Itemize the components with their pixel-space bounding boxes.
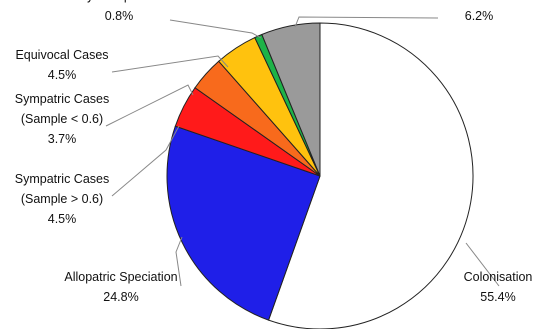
label-colonisation: Colonisation 55.4% — [464, 270, 533, 304]
leader-line-hybrid-species — [169, 19, 262, 39]
slice-value-label: 4.5% — [48, 68, 77, 82]
slice-unknown — [261, 22, 321, 177]
slice-allopatric-speciation — [166, 125, 321, 321]
leader-line-allopatric-speciation — [175, 236, 183, 287]
slice-name-label: Sympatric Cases — [15, 92, 109, 106]
label-sympatric-cases-sample-0-6: Sympatric Cases (Sample > 0.6) 4.5% — [15, 172, 109, 226]
leader-line-colonisation — [465, 242, 500, 287]
slice-name-label: (Sample < 0.6) — [21, 112, 103, 126]
slice-name-label: Unknown — [453, 0, 505, 3]
leader-line-equivocal-cases — [111, 55, 229, 73]
slice-value-label: 55.4% — [480, 290, 515, 304]
slice-name-label: Hybrid species — [78, 0, 160, 3]
label-sympatric-cases-sample-0-6: Sympatric Cases (Sample < 0.6) 3.7% — [15, 92, 109, 146]
leader-line-sympatric-cases-sample-0-6 — [105, 84, 194, 127]
slice-labels: Colonisation 55.4% Allopatric Speciation 24… — [15, 0, 533, 304]
slice-name-label: Equivocal Cases — [15, 48, 108, 62]
slice-value-label: 24.8% — [103, 290, 138, 304]
slice-value-label: 4.5% — [48, 212, 77, 226]
slice-value-label: 6.2% — [465, 9, 494, 23]
pie-slices — [166, 22, 474, 329]
slice-name-label: Sympatric Cases — [15, 172, 109, 186]
label-hybrid-species: Hybrid species 0.8% — [78, 0, 160, 23]
label-unknown: Unknown 6.2% — [453, 0, 505, 23]
label-equivocal-cases: Equivocal Cases 4.5% — [15, 48, 108, 82]
leader-lines — [105, 16, 500, 287]
leader-line-sympatric-cases-sample-0-6 — [111, 125, 180, 197]
slice-name-label: Colonisation — [464, 270, 533, 284]
slice-value-label: 3.7% — [48, 132, 77, 146]
slice-value-label: 0.8% — [105, 9, 134, 23]
slice-name-label: Allopatric Speciation — [64, 270, 177, 284]
slice-colonisation — [267, 22, 474, 329]
slice-name-label: (Sample > 0.6) — [21, 192, 103, 206]
label-allopatric-speciation: Allopatric Speciation 24.8% — [64, 270, 177, 304]
leader-line-unknown — [294, 16, 439, 28]
